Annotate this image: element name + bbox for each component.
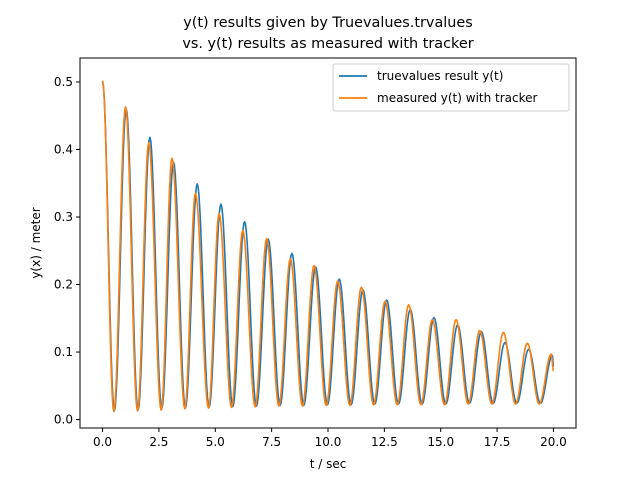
x-tick-label: 2.5 [149,435,168,449]
chart-title-line-1: y(t) results given by Truevalues.trvalue… [183,15,472,31]
y-tick-label: 0.0 [54,413,73,427]
legend-label-truevalues: truevalues result y(t) [377,69,503,83]
series-layer [101,80,555,413]
y-axis-label: y(x) / meter [29,207,43,278]
legend: truevalues result y(t) measured y(t) wit… [332,63,570,112]
chart-title-line-2: vs. y(t) results as measured with tracke… [182,36,473,52]
x-axis-label: t / sec [310,457,347,471]
x-tick-label: 7.5 [262,435,281,449]
series-line-measured [101,80,555,413]
x-tick-label: 5.0 [206,435,225,449]
y-axis: 0.0 0.1 0.2 0.3 0.4 0.5 [54,75,80,427]
legend-label-measured: measured y(t) with tracker [377,91,538,105]
y-tick-label: 0.5 [54,75,73,89]
y-tick-label: 0.3 [54,210,73,224]
x-tick-label: 10.0 [315,435,342,449]
x-tick-label: 15.0 [427,435,454,449]
x-tick-label: 20.0 [540,435,567,449]
y-tick-label: 0.1 [54,345,73,359]
series-line-truevalues [101,81,555,412]
legend-frame [332,63,570,112]
y-tick-label: 0.4 [54,142,73,156]
x-axis: 0.0 2.5 5.0 7.5 10.0 12.5 15.0 17.5 20.0 [93,428,567,449]
y-tick-label: 0.2 [54,278,73,292]
x-tick-label: 17.5 [484,435,511,449]
x-tick-label: 12.5 [371,435,398,449]
x-tick-label: 0.0 [93,435,112,449]
